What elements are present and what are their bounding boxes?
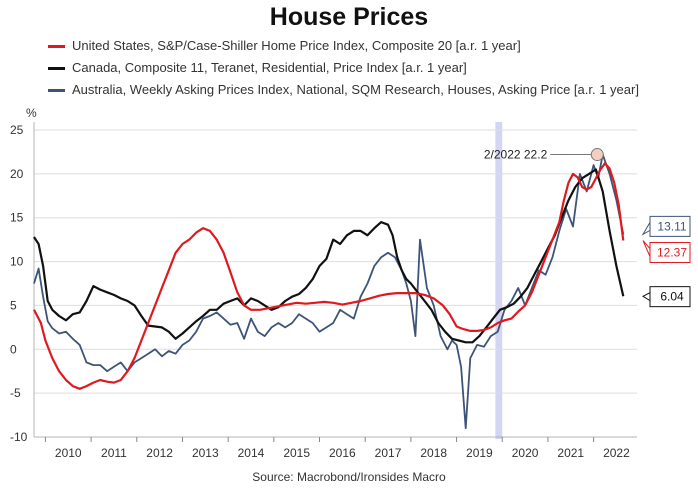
x-tick-label: 2012 [146, 446, 173, 460]
y-tick-label: 20 [10, 167, 24, 181]
legend-item-canada: Canada, Composite 11, Teranet, Residenti… [48, 58, 639, 80]
y-tick-label: 25 [10, 123, 24, 137]
highlight-band [495, 122, 503, 439]
end-label-text: 12.37 [657, 246, 687, 260]
x-tick-label: 2013 [192, 446, 219, 460]
end-label-text: 6.04 [660, 290, 684, 304]
legend-item-australia: Australia, Weekly Asking Prices Index, N… [48, 80, 639, 102]
legend: United States, S&P/Case-Shiller Home Pri… [48, 36, 639, 102]
x-tick-label: 2018 [420, 446, 447, 460]
y-tick-label: 10 [10, 255, 24, 269]
y-tick-label: -5 [10, 386, 21, 400]
chart-title: House Prices [269, 3, 429, 31]
series-line-australia [33, 153, 625, 430]
annotation-label: 2/2022 22.2 [484, 148, 548, 162]
x-tick-label: 2021 [557, 446, 584, 460]
x-tick-label: 2017 [375, 446, 402, 460]
x-tick-label: 2020 [512, 446, 539, 460]
end-label-text: 13.11 [657, 219, 686, 233]
y-tick-label: -10 [10, 430, 28, 444]
x-tick-label: 2015 [283, 446, 310, 460]
x-tick-label: 2014 [238, 446, 265, 460]
legend-item-us: United States, S&P/Case-Shiller Home Pri… [48, 36, 639, 58]
end-label-pointer [642, 240, 651, 257]
legend-label-australia: Australia, Weekly Asking Prices Index, N… [72, 82, 639, 97]
legend-label-us: United States, S&P/Case-Shiller Home Pri… [72, 38, 521, 53]
x-tick-label: 2011 [101, 446, 127, 460]
legend-swatch-us [48, 45, 65, 48]
legend-label-canada: Canada, Composite 11, Teranet, Residenti… [72, 60, 467, 75]
y-tick-label: 15 [10, 211, 24, 225]
x-tick-label: 2010 [55, 446, 82, 460]
y-axis-unit-label: % [26, 106, 37, 120]
series-line-us [33, 162, 625, 390]
x-tick-label: 2016 [329, 446, 356, 460]
y-tick-label: 5 [10, 298, 17, 312]
x-tick-label: 2019 [466, 446, 493, 460]
legend-swatch-canada [48, 67, 65, 70]
annotation-marker [590, 148, 604, 162]
end-label-pointer [641, 291, 651, 302]
y-tick-label: 0 [10, 342, 17, 356]
series-line-canada [33, 168, 625, 344]
source-note: Source: Macrobond/Ironsides Macro [252, 470, 446, 484]
legend-swatch-australia [48, 89, 65, 92]
end-label-pointer [641, 220, 651, 236]
x-tick-label: 2022 [603, 446, 630, 460]
